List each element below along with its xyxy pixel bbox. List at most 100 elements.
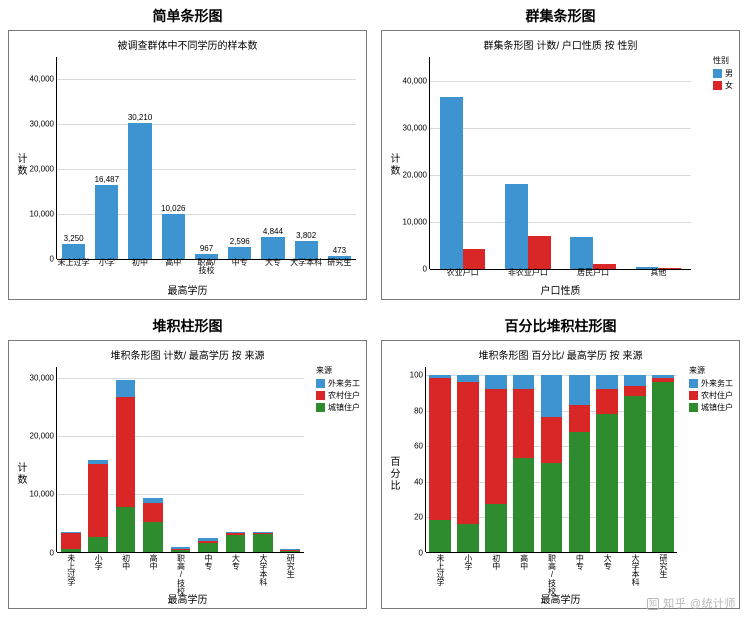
bar bbox=[463, 249, 486, 269]
legend-title: 性别 bbox=[713, 55, 733, 66]
y-axis-label: 计数 bbox=[13, 462, 28, 486]
bar-segment bbox=[596, 389, 618, 414]
y-axis-label: 百分比 bbox=[386, 456, 401, 492]
panel-title: 简单条形图 bbox=[153, 6, 223, 26]
x-tick: 居民户口 bbox=[577, 269, 609, 278]
y-tick: 0 bbox=[50, 548, 57, 557]
bar bbox=[162, 214, 185, 259]
bar-segment bbox=[88, 460, 108, 464]
bar-value-label: 473 bbox=[333, 246, 346, 255]
bar-segment bbox=[513, 458, 535, 552]
panel-title: 群集条形图 bbox=[526, 6, 596, 26]
plot-area: 010,00020,00030,00040,000农业户口非农业户口居民户口其他 bbox=[430, 57, 691, 269]
panel-grouped-bar: 群集条形图 群集条形图 计数/ 户口性质 按 性别 计数 户口性质 性别 男女 … bbox=[381, 6, 740, 300]
x-tick: 小学 bbox=[99, 259, 115, 268]
y-tick: 10,000 bbox=[30, 490, 57, 499]
zhihu-icon: 知 bbox=[647, 598, 659, 610]
y-tick: 40,000 bbox=[403, 76, 430, 85]
bar-segment bbox=[88, 537, 108, 552]
bar-segment bbox=[624, 375, 646, 386]
bar-segment bbox=[457, 382, 479, 524]
bar-segment bbox=[596, 375, 618, 389]
bar bbox=[505, 184, 528, 269]
x-tick: 大专 bbox=[265, 259, 281, 268]
y-tick: 0 bbox=[423, 265, 430, 274]
y-tick: 10,000 bbox=[403, 217, 430, 226]
bar-segment bbox=[226, 532, 246, 534]
panel-title: 堆积柱形图 bbox=[153, 316, 223, 336]
bar-value-label: 2,596 bbox=[230, 237, 250, 246]
y-tick: 60 bbox=[414, 442, 426, 451]
legend-title: 来源 bbox=[689, 365, 733, 376]
bar bbox=[295, 241, 318, 258]
bar-segment bbox=[541, 463, 563, 552]
legend: 来源 外来务工农村住户城镇住户 bbox=[316, 365, 360, 414]
bar bbox=[528, 236, 551, 268]
x-tick: 初中 bbox=[492, 552, 500, 570]
bar-value-label: 4,844 bbox=[263, 227, 283, 236]
bar-segment bbox=[652, 378, 674, 382]
bar-segment bbox=[429, 375, 451, 379]
y-tick: 20 bbox=[414, 513, 426, 522]
x-tick: 中专 bbox=[232, 259, 248, 268]
legend-item: 女 bbox=[713, 80, 733, 91]
y-tick: 30,000 bbox=[30, 374, 57, 383]
bar-segment bbox=[198, 541, 218, 543]
y-tick: 30,000 bbox=[403, 123, 430, 132]
x-tick: 职高/技校 bbox=[177, 552, 185, 595]
bar-segment bbox=[143, 498, 163, 503]
watermark: 知知乎 @统计师 bbox=[647, 595, 736, 611]
x-tick: 高中 bbox=[520, 552, 528, 570]
x-tick: 大学本科 bbox=[259, 552, 267, 586]
x-tick: 未上过学 bbox=[436, 552, 444, 586]
bar-segment bbox=[116, 397, 136, 507]
x-tick: 小学 bbox=[464, 552, 472, 570]
plot-area: 010,00020,00030,000未上过学小学初中高中职高/技校中专大专大学… bbox=[57, 367, 304, 553]
bar-segment bbox=[569, 432, 591, 552]
y-tick: 40 bbox=[414, 477, 426, 486]
x-tick: 研究生 bbox=[659, 552, 667, 578]
watermark-text: 知乎 @统计师 bbox=[663, 598, 736, 610]
x-axis-label: 户口性质 bbox=[382, 282, 739, 297]
bar-segment bbox=[624, 396, 646, 552]
bar-segment bbox=[429, 520, 451, 552]
panel-simple-bar: 简单条形图 被调查群体中不同学历的样本数 计数 最高学历 010,00020,0… bbox=[8, 6, 367, 300]
y-tick: 10,000 bbox=[30, 210, 57, 219]
y-tick: 0 bbox=[419, 548, 426, 557]
x-tick: 初中 bbox=[132, 259, 148, 268]
chart-box: 堆积条形图 百分比/ 最高学历 按 来源 百分比 最高学历 来源 外来务工农村住… bbox=[381, 340, 740, 610]
bar-segment bbox=[596, 414, 618, 552]
bar-segment bbox=[253, 532, 273, 533]
bar bbox=[95, 185, 118, 259]
y-tick: 20,000 bbox=[30, 165, 57, 174]
bar-segment bbox=[116, 380, 136, 397]
bar-segment bbox=[485, 389, 507, 504]
x-tick: 大专 bbox=[603, 552, 611, 570]
x-tick: 研究生 bbox=[286, 552, 294, 578]
chart-box: 被调查群体中不同学历的样本数 计数 最高学历 010,00020,00030,0… bbox=[8, 30, 367, 300]
y-axis-label: 计数 bbox=[13, 153, 28, 177]
x-tick: 初中 bbox=[122, 552, 130, 570]
bar-segment bbox=[171, 549, 191, 550]
legend: 性别 男女 bbox=[713, 55, 733, 92]
y-tick: 100 bbox=[410, 371, 426, 380]
y-axis-label: 计数 bbox=[386, 153, 401, 177]
y-tick: 40,000 bbox=[30, 75, 57, 84]
bar-value-label: 16,487 bbox=[95, 175, 119, 184]
chart-subtitle: 堆积条形图 计数/ 最高学历 按 来源 bbox=[9, 347, 366, 362]
chart-grid: 简单条形图 被调查群体中不同学历的样本数 计数 最高学历 010,00020,0… bbox=[0, 0, 748, 617]
chart-subtitle: 群集条形图 计数/ 户口性质 按 性别 bbox=[382, 37, 739, 52]
x-tick: 中专 bbox=[575, 552, 583, 570]
plot-area: 010,00020,00030,00040,0003,250未上过学16,487… bbox=[57, 57, 356, 259]
x-tick: 农业户口 bbox=[447, 269, 479, 278]
y-tick: 30,000 bbox=[30, 120, 57, 129]
x-tick: 职高/技校 bbox=[197, 259, 215, 277]
x-tick: 未上过学 bbox=[58, 259, 90, 268]
legend-item: 男 bbox=[713, 68, 733, 79]
bar-segment bbox=[485, 375, 507, 389]
x-tick: 小学 bbox=[94, 552, 102, 570]
bar-value-label: 10,026 bbox=[161, 204, 185, 213]
panel-pct-stacked-bar: 百分比堆积柱形图 堆积条形图 百分比/ 最高学历 按 来源 百分比 最高学历 来… bbox=[381, 316, 740, 610]
x-tick: 高中 bbox=[165, 259, 181, 268]
legend-item: 农村住户 bbox=[689, 390, 733, 401]
